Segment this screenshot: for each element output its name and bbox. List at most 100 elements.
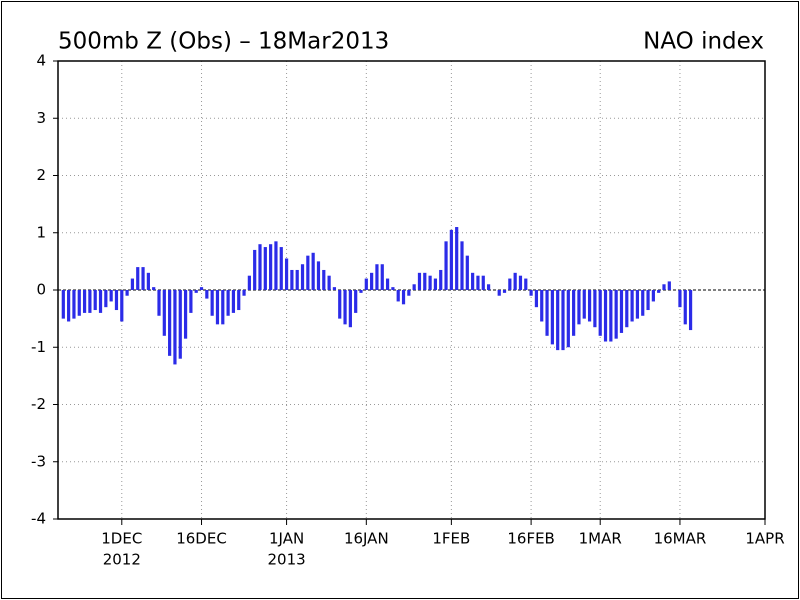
- bar: [104, 290, 108, 308]
- bar: [465, 255, 469, 290]
- bar: [343, 290, 347, 325]
- bar: [497, 290, 501, 296]
- bar: [82, 290, 87, 313]
- bar: [311, 252, 315, 290]
- bar: [98, 290, 103, 313]
- x-tick-label: 16MAR: [654, 530, 707, 548]
- bar: [375, 264, 379, 290]
- bar: [593, 290, 597, 328]
- bar: [641, 290, 645, 316]
- bar: [338, 290, 342, 319]
- bar: [279, 247, 283, 290]
- bar: [582, 290, 586, 319]
- bar: [566, 290, 570, 348]
- bar: [481, 275, 485, 290]
- bar: [67, 290, 71, 322]
- y-tick-label: -2: [31, 395, 46, 413]
- bar: [231, 290, 236, 313]
- bar: [295, 269, 299, 290]
- bar: [630, 290, 634, 322]
- bar: [407, 290, 411, 296]
- bar: [269, 244, 273, 290]
- bar: [284, 258, 289, 290]
- bar: [433, 278, 438, 290]
- bar: [513, 272, 517, 290]
- x-tick-label: 1DEC: [101, 530, 142, 548]
- bar: [609, 290, 613, 342]
- bar: [688, 290, 693, 331]
- bar: [306, 255, 310, 290]
- bar: [61, 290, 65, 319]
- bar: [417, 272, 422, 290]
- bar: [401, 290, 406, 305]
- bar: [524, 278, 528, 290]
- bar: [359, 290, 363, 293]
- bar: [603, 290, 608, 342]
- bar: [385, 278, 390, 290]
- x-year-label: 2012: [103, 551, 141, 569]
- x-tick-label: 1MAR: [579, 530, 622, 548]
- bar: [194, 290, 198, 293]
- bar: [215, 290, 220, 325]
- y-tick-label: -1: [31, 338, 46, 356]
- bar: [678, 290, 682, 308]
- bar: [114, 290, 119, 311]
- bar: [428, 275, 432, 290]
- bar: [396, 290, 400, 302]
- bar: [152, 287, 156, 290]
- bar: [88, 290, 92, 313]
- bar: [577, 290, 581, 325]
- bar: [471, 272, 475, 290]
- bar: [556, 290, 560, 351]
- bar: [109, 290, 113, 302]
- bar: [130, 278, 135, 290]
- bar: [619, 290, 624, 333]
- y-tick-label: -4: [31, 510, 46, 528]
- bar: [391, 287, 395, 290]
- bar: [237, 290, 241, 311]
- bar: [290, 269, 294, 290]
- bar: [120, 290, 124, 322]
- bar: [316, 261, 321, 290]
- bar: [529, 290, 533, 296]
- bar: [550, 290, 554, 345]
- y-tick-label: -3: [31, 452, 46, 470]
- y-tick-label: 0: [36, 281, 46, 299]
- bar: [508, 278, 512, 290]
- bar: [614, 290, 618, 339]
- bar: [125, 290, 129, 296]
- bar: [439, 269, 443, 290]
- bar: [354, 290, 358, 313]
- bar: [662, 284, 666, 290]
- plot-frame: [57, 60, 766, 520]
- bar: [210, 290, 214, 316]
- y-tick-label: 1: [36, 223, 46, 241]
- bar: [545, 290, 549, 336]
- chart-title: 500mb Z (Obs) – 18Mar2013: [58, 29, 389, 55]
- bar: [300, 264, 305, 290]
- bar: [322, 269, 326, 290]
- bar: [455, 227, 459, 290]
- bar: [651, 290, 655, 302]
- bar: [625, 290, 629, 328]
- bar: [162, 290, 166, 336]
- bar: [332, 287, 337, 290]
- bar: [189, 290, 193, 313]
- bar: [242, 290, 246, 296]
- bar: [561, 290, 565, 351]
- bar: [226, 290, 230, 316]
- bar: [274, 241, 278, 290]
- bar: [364, 278, 368, 290]
- bar: [199, 287, 204, 290]
- bar: [667, 281, 671, 290]
- bar: [423, 272, 427, 290]
- bar: [380, 264, 384, 290]
- bar: [72, 290, 76, 319]
- bar: [412, 284, 416, 290]
- x-tick-label: 1APR: [745, 530, 784, 548]
- bar: [253, 249, 257, 290]
- bar: [258, 244, 262, 290]
